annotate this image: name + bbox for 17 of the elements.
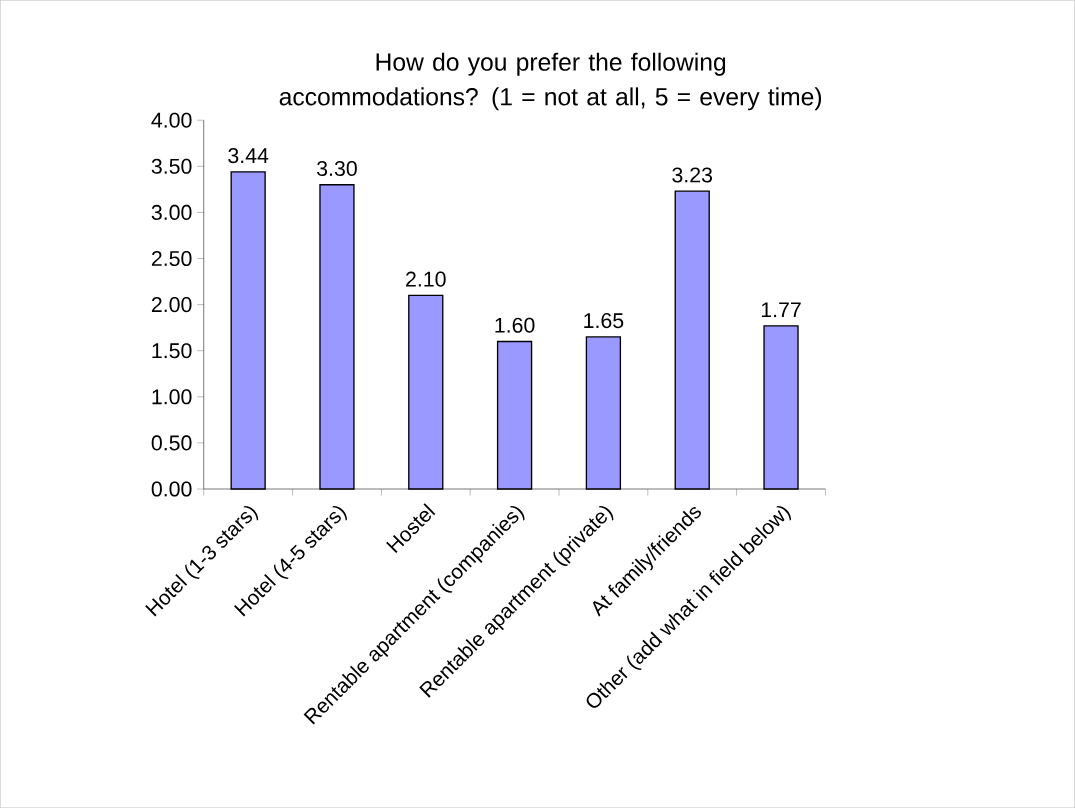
- y-tick-label: 1.50: [152, 343, 192, 359]
- data-label: 2.10: [406, 271, 446, 287]
- data-label: 1.65: [584, 313, 624, 329]
- data-label: 1.60: [495, 317, 535, 333]
- y-tick-label: 0.00: [151, 481, 192, 497]
- y-tick-label: 2.50: [151, 250, 192, 267]
- chart-title: How do you prefer the following accommodations? (1 = not at all, 5 = every time): [279, 52, 822, 111]
- y-tick-label: 4.00: [151, 112, 192, 128]
- data-label: 3.30: [317, 160, 357, 176]
- data-label: 3.23: [672, 167, 713, 183]
- y-tick-label: 2.00: [151, 297, 192, 313]
- y-tick-label: 3.50: [151, 158, 192, 174]
- data-label: 3.44: [228, 147, 269, 164]
- y-tick-label: 0.50: [151, 435, 192, 451]
- y-tick-label: 3.00: [151, 204, 192, 220]
- y-tick-label: 1.00: [152, 389, 192, 405]
- data-label: 1.77: [761, 302, 801, 318]
